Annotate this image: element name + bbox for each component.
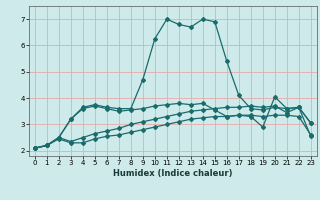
X-axis label: Humidex (Indice chaleur): Humidex (Indice chaleur): [113, 169, 233, 178]
